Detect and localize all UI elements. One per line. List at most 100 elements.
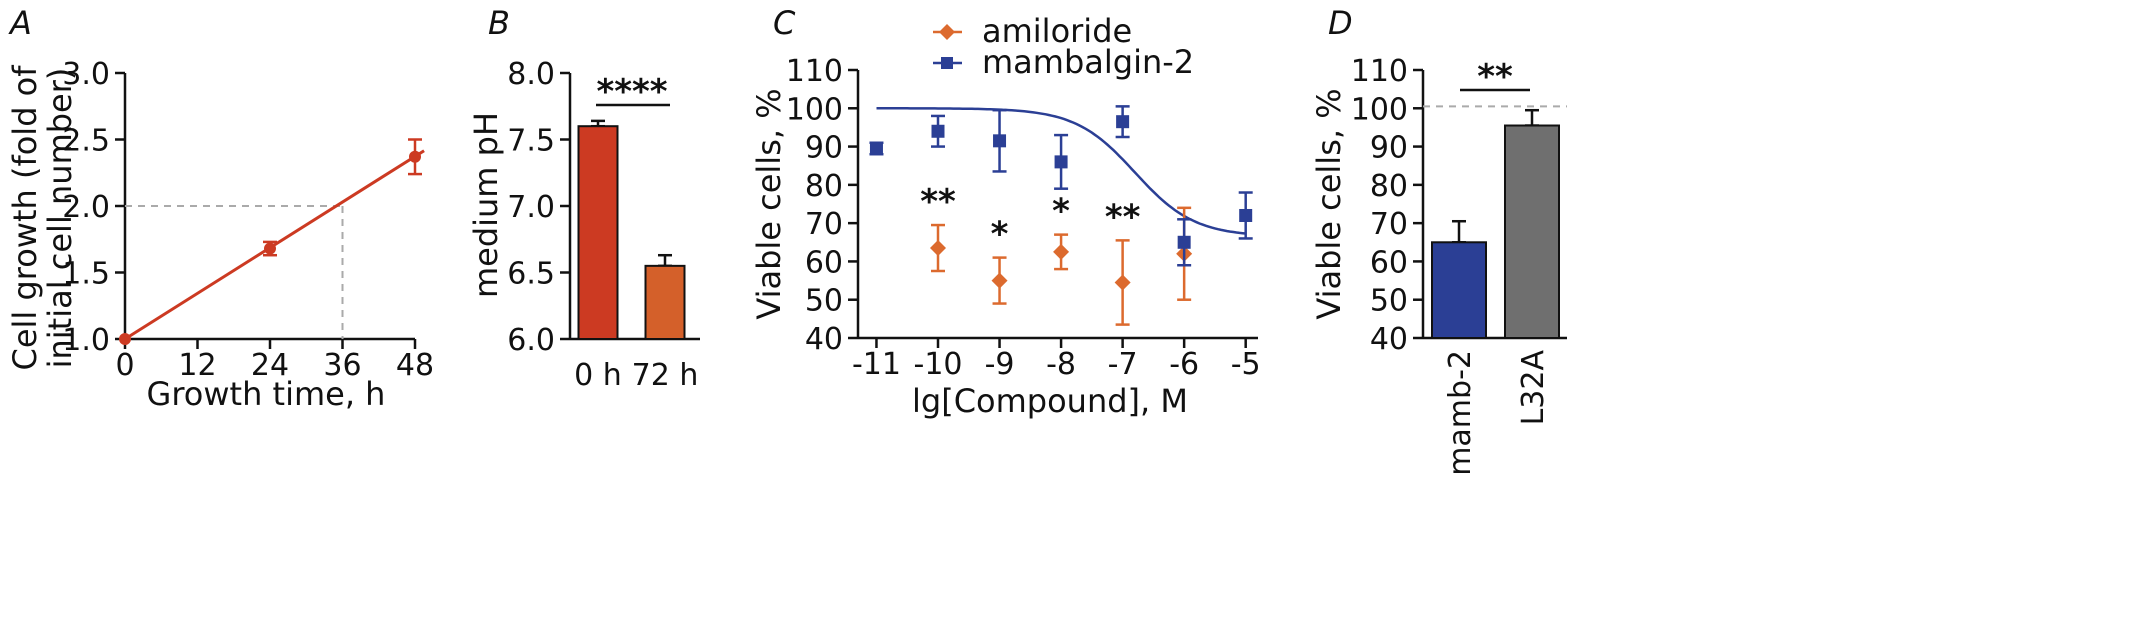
panel-a: A 1.0 1.5 2.0 2.5 3.0 0 12 24 36 48 Growth time,…	[6, 4, 434, 413]
panel-d-bar	[1504, 124, 1560, 339]
panel-c-x-tick-label: -11	[852, 347, 901, 382]
panel-c-legend: amiloride mambalgin-2	[933, 12, 1194, 81]
panel-a-data-point	[409, 150, 421, 163]
panel-a-y-tick-label: 2.0	[62, 190, 110, 225]
panel-a-y-tick-label: 2.5	[62, 124, 110, 159]
panel-c-y-tick-label: 60	[805, 245, 843, 280]
panel-a-y-ticks: 1.0 1.5 2.0 2.5 3.0	[62, 57, 125, 358]
panel-b-significance-stars: ****	[596, 72, 667, 112]
panel-c-y-tick-label: 40	[805, 322, 843, 357]
panel-c-y-tick-label: 90	[805, 131, 843, 166]
panel-c-mambalgin-point	[1177, 235, 1191, 249]
panel-b-bar	[644, 264, 686, 341]
panel-a-x-label: Growth time, h	[147, 375, 386, 413]
panel-a-x-tick-label: 0	[115, 348, 134, 383]
panel-a-points	[119, 138, 422, 345]
panel-a-y-tick-label: 1.5	[62, 257, 110, 292]
legend-amiloride-marker	[939, 24, 955, 40]
panel-b-y-tick-label: 8.0	[507, 57, 555, 92]
panel-a-data-point	[119, 333, 131, 345]
panel-a-reference-lines	[125, 205, 344, 339]
panel-b: B 6.0 6.5 7.0 7.5 8.0 0 h 72 h **** medium pH	[467, 4, 700, 393]
panel-a-y-label-line2: initial cell number)	[41, 68, 79, 369]
panel-a-y-tick-label: 1.0	[62, 323, 110, 358]
panel-d-x-labels: mamb-2 L32A	[1443, 350, 1551, 476]
panel-a-x-tick-label: 48	[396, 348, 434, 383]
legend-mambalgin-marker	[941, 57, 953, 69]
panel-a-x-ticks: 0 12 24 36 48	[115, 339, 434, 383]
panel-b-y-tick-label: 7.0	[507, 190, 555, 225]
panel-c-amiloride-point	[991, 272, 1008, 289]
panel-c-x-tick-label: -9	[985, 347, 1015, 382]
panel-d-bars	[1431, 108, 1560, 340]
panel-c-significance-stars: **	[1105, 197, 1141, 237]
panel-b-y-tick-label: 6.5	[507, 257, 555, 292]
panel-d-y-tick-label: 60	[1370, 245, 1408, 280]
panel-b-x-tick-label: 72 h	[632, 358, 699, 393]
panel-d-y-tick-label: 70	[1370, 207, 1408, 242]
panel-d-y-tick-label: 100	[1351, 92, 1408, 127]
panel-a-x-tick-label: 24	[251, 348, 289, 383]
panel-c-significance-stars: *	[1052, 192, 1070, 232]
panel-c-significance: **** **	[920, 182, 1140, 255]
panel-a-x-tick-label: 36	[323, 348, 361, 383]
panel-c-x-tick-label: -7	[1108, 347, 1138, 382]
panel-b-bar	[577, 125, 619, 340]
panel-c-x-tick-label: -10	[914, 347, 963, 382]
panel-c-x-tick-label: -5	[1231, 347, 1261, 382]
panel-b-y-ticks: 6.0 6.5 7.0 7.5 8.0	[507, 57, 570, 358]
panel-letter-a: A	[8, 4, 32, 42]
panel-c-mambalgin-point	[993, 134, 1007, 148]
panel-d-y-tick-label: 110	[1351, 54, 1408, 89]
panel-letter-b: B	[488, 4, 510, 42]
panel-c-mambalgin-point	[1054, 155, 1068, 169]
panel-c-amiloride-point	[1114, 274, 1131, 291]
panel-b-y-tick-label: 7.5	[507, 124, 555, 159]
panel-a-data-point	[264, 242, 276, 255]
panel-d-significance-stars: **	[1477, 57, 1513, 97]
panel-d-x-tick-label: L32A	[1516, 350, 1551, 426]
panel-d-y-tick-label: 90	[1370, 131, 1408, 166]
panel-b-x-tick-label: 0 h	[574, 358, 622, 393]
panel-c-y-tick-label: 50	[805, 284, 843, 319]
panel-c-x-ticks: -11 -10 -9 -8 -7 -6 -5	[852, 338, 1261, 382]
panel-a-y-tick-label: 3.0	[62, 57, 110, 92]
panel-letter-d: D	[1328, 4, 1353, 42]
panel-c-amiloride-point	[1053, 243, 1070, 260]
panel-c-mambalgin-point	[1116, 115, 1130, 129]
panel-c-mambalgin-point	[869, 141, 883, 155]
panel-c-x-tick-label: -8	[1046, 347, 1076, 382]
panel-c-x-label: lg[Compound], M	[912, 382, 1188, 420]
panel-c-significance-stars: **	[920, 182, 956, 222]
panel-c-y-tick-label: 70	[805, 207, 843, 242]
legend-amiloride-label: amiloride	[982, 12, 1132, 50]
panel-c-y-label: Viable cells, %	[750, 88, 788, 319]
panel-b-x-labels: 0 h 72 h	[574, 358, 698, 393]
panel-c-significance-stars: *	[991, 215, 1009, 255]
panel-c-amiloride-point	[930, 240, 946, 257]
panel-d-x-tick-label: mamb-2	[1443, 350, 1478, 476]
panel-a-y-label-line1: Cell growth (fold of	[6, 65, 44, 371]
panel-c-mambalgin-point	[1239, 208, 1253, 222]
panel-c-y-tick-label: 80	[805, 169, 843, 204]
panel-c-series-mambalgin-2	[869, 105, 1253, 267]
legend-mambalgin-label: mambalgin-2	[982, 43, 1194, 81]
panel-letter-c: C	[773, 4, 796, 42]
panel-c-y-tick-label: 100	[786, 92, 843, 127]
panel-c-y-tick-label: 110	[786, 54, 843, 89]
panel-b-y-tick-label: 6.0	[507, 323, 555, 358]
panel-b-y-label: medium pH	[467, 112, 505, 298]
panel-d-bar	[1431, 241, 1487, 340]
panel-d-y-label: Viable cells, %	[1310, 88, 1348, 319]
panel-d-y-tick-label: 50	[1370, 284, 1408, 319]
panel-a-x-tick-label: 12	[178, 348, 216, 383]
panel-b-bars	[577, 119, 686, 341]
panel-d-y-tick-label: 80	[1370, 169, 1408, 204]
panel-c-mambalgin-point	[931, 124, 945, 138]
panel-d-y-tick-label: 40	[1370, 322, 1408, 357]
